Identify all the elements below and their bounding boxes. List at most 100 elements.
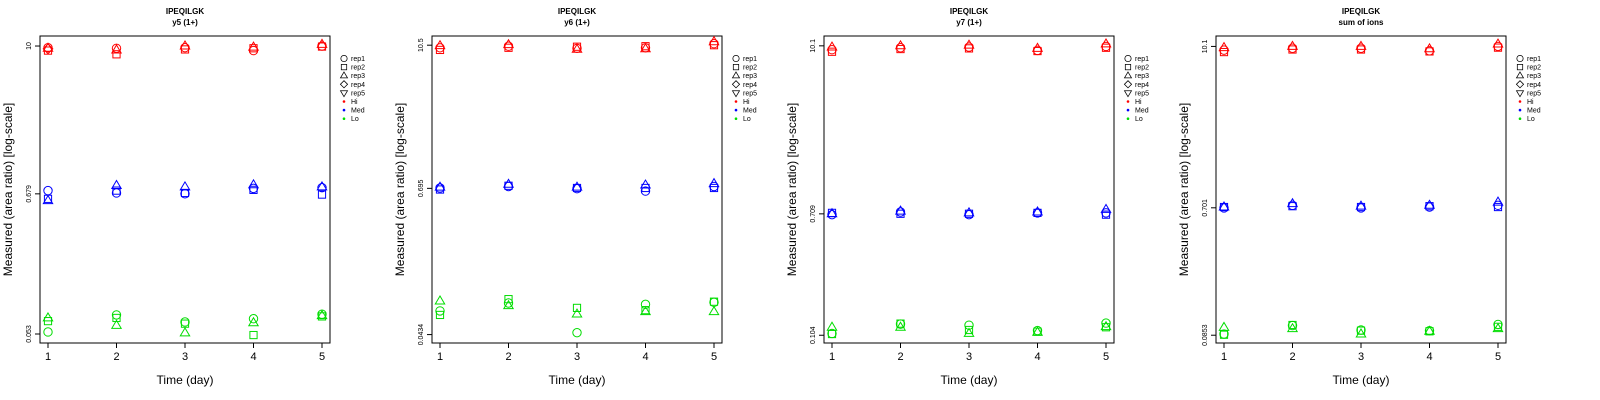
legend-label: rep2 bbox=[743, 65, 757, 72]
data-point bbox=[1423, 199, 1436, 209]
legend-label: rep4 bbox=[743, 82, 757, 89]
data-point bbox=[503, 41, 514, 51]
data-point bbox=[247, 41, 260, 51]
data-point bbox=[179, 40, 191, 50]
y-tick-label: 10.1 bbox=[810, 39, 817, 53]
data-point bbox=[1033, 46, 1042, 56]
data-point bbox=[1101, 43, 1111, 52]
y-tick-label: 0.104 bbox=[810, 326, 817, 344]
data-point bbox=[434, 295, 446, 305]
data-point bbox=[1287, 320, 1298, 331]
data-point bbox=[896, 44, 905, 54]
data-point bbox=[247, 316, 260, 327]
legend-label: rep5 bbox=[351, 90, 365, 97]
square-icon bbox=[732, 64, 740, 71]
y-tick-label: 10.1 bbox=[1202, 40, 1209, 54]
data-point bbox=[1355, 40, 1367, 50]
square-icon bbox=[340, 64, 348, 71]
legend-dot-icon bbox=[1126, 108, 1130, 112]
plot-frame bbox=[1215, 35, 1507, 344]
data-point bbox=[1219, 47, 1229, 57]
legend-label: rep2 bbox=[351, 65, 365, 72]
data-point bbox=[110, 319, 123, 329]
chart-title: IPEQILGK bbox=[1342, 7, 1380, 16]
data-point bbox=[504, 181, 513, 190]
square-icon bbox=[1124, 64, 1132, 71]
x-tick-label: 2 bbox=[1289, 351, 1295, 363]
legend-label: rep5 bbox=[743, 90, 757, 97]
data-point bbox=[895, 207, 906, 217]
data-point bbox=[435, 183, 445, 193]
x-axis-label: Time (day) bbox=[549, 373, 606, 387]
data-point bbox=[1286, 40, 1299, 50]
x-tick-label: 5 bbox=[1103, 351, 1109, 363]
chart-panel-1: IPEQILGK y5 (1+) 0.053 0.679 10 1 2 3 4 5 Time (da… bbox=[1, 7, 365, 387]
data-point bbox=[572, 42, 582, 51]
data-point bbox=[317, 190, 327, 199]
data-point bbox=[504, 43, 513, 52]
legend-dot-icon bbox=[1518, 100, 1522, 103]
data-point bbox=[827, 209, 837, 220]
data-point bbox=[1218, 201, 1230, 211]
legend-dot-icon bbox=[342, 117, 346, 120]
y-tick-label: 10.5 bbox=[418, 38, 425, 52]
legend-label: Med bbox=[1527, 108, 1541, 115]
chart-title: IPEQILGK bbox=[166, 7, 204, 16]
data-point bbox=[1031, 206, 1044, 216]
data-point bbox=[895, 43, 906, 53]
data-point bbox=[1356, 43, 1366, 53]
data-point bbox=[435, 45, 445, 55]
data-point bbox=[317, 182, 327, 193]
y-tick-label: 0.679 bbox=[26, 185, 33, 203]
y-tick-label: 0.0853 bbox=[1202, 324, 1209, 346]
series-lo bbox=[42, 309, 328, 340]
x-tick-label: 1 bbox=[437, 351, 443, 363]
data-point bbox=[641, 42, 650, 51]
y-tick-label: 0.709 bbox=[810, 205, 817, 223]
data-point bbox=[316, 309, 328, 320]
legend-dot-icon bbox=[734, 100, 738, 103]
data-point bbox=[571, 308, 583, 318]
data-point bbox=[1355, 200, 1367, 210]
data-point bbox=[1032, 208, 1043, 218]
triangle-up-icon bbox=[339, 71, 349, 79]
legend-dot-icon bbox=[1518, 108, 1522, 112]
data-point bbox=[435, 310, 445, 320]
data-point bbox=[894, 205, 907, 215]
chart-panel-2: IPEQILGK y6 (1+) 0.0434 0.695 10.5 1 2 3 4 5 Time … bbox=[393, 7, 757, 387]
data-point bbox=[179, 180, 191, 191]
circle-icon bbox=[732, 54, 740, 63]
data-point bbox=[1423, 325, 1436, 335]
x-tick-label: 1 bbox=[45, 351, 51, 363]
series-med bbox=[42, 178, 328, 205]
data-point bbox=[248, 183, 259, 194]
data-point bbox=[435, 185, 445, 194]
data-point bbox=[708, 305, 720, 316]
data-point bbox=[1493, 43, 1503, 52]
circle-icon bbox=[340, 54, 348, 63]
data-point bbox=[1287, 43, 1298, 53]
legend-label: Hi bbox=[351, 99, 358, 106]
legend-label: Med bbox=[743, 108, 757, 115]
data-point bbox=[708, 35, 720, 46]
data-point bbox=[826, 207, 838, 218]
x-tick-label: 5 bbox=[711, 351, 717, 363]
data-point bbox=[249, 44, 258, 53]
x-axis-label: Time (day) bbox=[157, 373, 214, 387]
data-point bbox=[572, 303, 582, 312]
data-point bbox=[708, 177, 720, 188]
data-point bbox=[709, 41, 719, 50]
y-tick-label: 0.0434 bbox=[418, 324, 425, 346]
chart-subtitle: y5 (1+) bbox=[172, 18, 198, 27]
series-hi bbox=[1218, 38, 1504, 57]
x-tick-label: 2 bbox=[113, 351, 119, 363]
data-point bbox=[1101, 208, 1111, 218]
data-point bbox=[1493, 200, 1503, 211]
data-point bbox=[502, 299, 515, 310]
data-point bbox=[572, 43, 582, 53]
